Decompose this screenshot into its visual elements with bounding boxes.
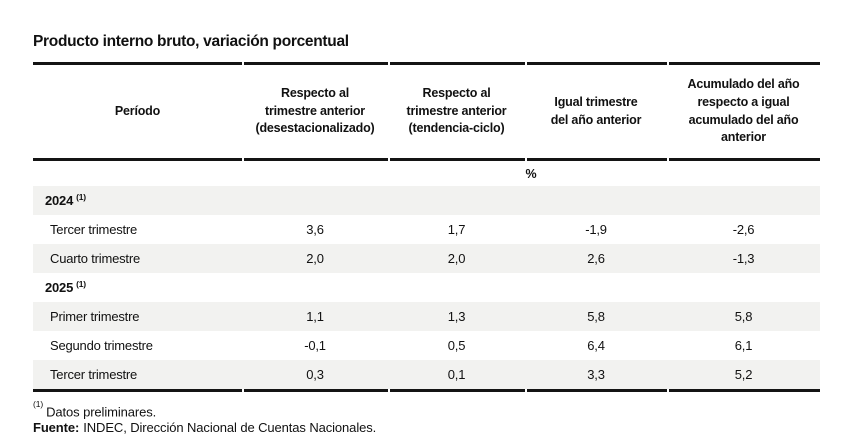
value-desestacionalizado: 3,6 [306, 222, 324, 237]
source-text: INDEC, Dirección Nacional de Cuentas Nac… [83, 420, 377, 435]
value-igual-trimestre: -1,9 [585, 222, 607, 237]
gdp-table: Período Respecto al trimestre anterior (… [33, 62, 820, 392]
value-tendencia-ciclo: 1,3 [447, 309, 466, 324]
data-row-2024-q3: Tercer trimestre 3,6 1,7 -1,9 -2,6 [33, 215, 820, 244]
value-tendencia-ciclo: 1,7 [447, 222, 466, 237]
value-acumulado: 5,8 [734, 309, 753, 324]
value-acumulado: 5,2 [734, 367, 753, 382]
data-row-2025-q3: Tercer trimestre 0,3 0,1 3,3 5,2 [33, 360, 820, 389]
table-header-row: Período Respecto al trimestre anterior (… [33, 65, 820, 158]
rule-gap [242, 158, 244, 161]
row-label: Cuarto trimestre [50, 251, 140, 266]
value-igual-trimestre: 3,3 [587, 367, 605, 382]
rule-gap [525, 389, 527, 392]
rule-gap [388, 389, 390, 392]
year-text: 2024 [45, 193, 74, 208]
column-header-igual-trimestre: Igual trimestre del año anterior [550, 94, 642, 127]
year-row-2024: 2024 (1) [33, 186, 820, 215]
value-tendencia-ciclo: 0,1 [447, 367, 466, 382]
table-rule-header-bottom [33, 158, 820, 161]
footnote-marker: (1) [76, 279, 86, 289]
unit-row: % [33, 161, 820, 186]
footnote-marker: (1) [76, 192, 86, 202]
footnote-line: (1)Datos preliminares. [33, 399, 156, 421]
rule-gap [388, 158, 390, 161]
table-rule-bottom [33, 389, 820, 392]
row-label: Segundo trimestre [50, 338, 153, 353]
column-header-trimestre-anterior-desestacionalizado: Respecto al trimestre anterior (desestac… [255, 85, 375, 136]
value-igual-trimestre: 2,6 [587, 251, 605, 266]
year-row-2025: 2025 (1) [33, 273, 820, 302]
data-row-2025-q1: Primer trimestre 1,1 1,3 5,8 5,8 [33, 302, 820, 331]
row-label: Tercer trimestre [50, 367, 138, 382]
column-header-periodo: Período [114, 103, 161, 118]
rule-gap [525, 62, 527, 65]
source-line: Fuente: INDEC, Dirección Nacional de Cuen… [33, 418, 376, 437]
source-label: Fuente: [33, 420, 80, 435]
rule-gap [242, 62, 244, 65]
year-label: 2024 (1) [33, 192, 242, 208]
footnote-text: Datos preliminares. [46, 404, 157, 420]
rule-gap [242, 389, 244, 392]
data-row-2024-q4: Cuarto trimestre 2,0 2,0 2,6 -1,3 [33, 244, 820, 273]
row-label: Tercer trimestre [50, 222, 138, 237]
year-text: 2025 [45, 280, 74, 295]
value-acumulado: -1,3 [732, 251, 755, 266]
year-label: 2025 (1) [33, 279, 242, 295]
table-rule-top [33, 62, 820, 65]
unit-label: % [525, 166, 537, 181]
rule-gap [667, 62, 669, 65]
value-desestacionalizado: 1,1 [306, 309, 324, 324]
footnote-marker: (1) [33, 399, 44, 409]
value-tendencia-ciclo: 0,5 [447, 338, 466, 353]
rule-gap [525, 158, 527, 161]
value-desestacionalizado: 0,3 [306, 367, 324, 382]
rule-gap [388, 62, 390, 65]
rule-gap [667, 389, 669, 392]
value-acumulado: -2,6 [732, 222, 755, 237]
value-desestacionalizado: -0,1 [304, 338, 326, 353]
column-header-trimestre-anterior-tendencia-ciclo: Respecto al trimestre anterior (tendenci… [406, 85, 507, 136]
value-acumulado: 6,1 [734, 338, 753, 353]
row-label: Primer trimestre [50, 309, 140, 324]
value-desestacionalizado: 2,0 [306, 251, 324, 266]
column-header-acumulado: Acumulado del año respecto a igual acumu… [687, 77, 800, 145]
value-igual-trimestre: 6,4 [587, 338, 605, 353]
value-tendencia-ciclo: 2,0 [447, 251, 466, 266]
data-row-2025-q2: Segundo trimestre -0,1 0,5 6,4 6,1 [33, 331, 820, 360]
value-igual-trimestre: 5,8 [587, 309, 605, 324]
rule-gap [667, 158, 669, 161]
page-title: Producto interno bruto, variación porcen… [33, 33, 349, 50]
